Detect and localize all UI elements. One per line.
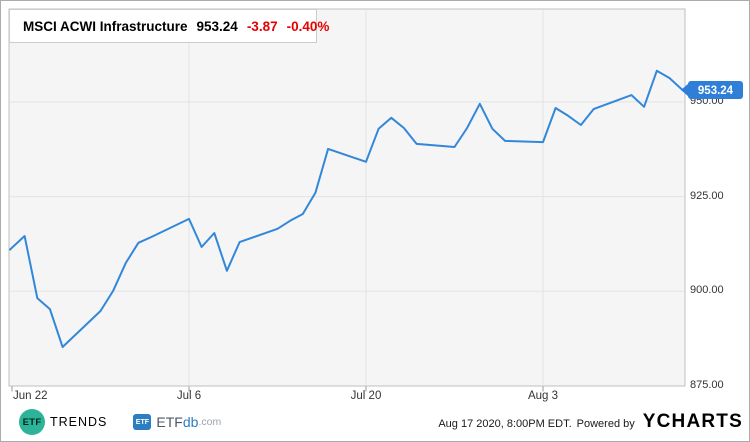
chart-footer: ETF TRENDS ETF ETF db .com Aug 17 2020, 8:… [1,406,749,438]
chart-legend: MSCI ACWI Infrastructure 953.24 -3.87 -0… [9,9,329,43]
ycharts-logo[interactable]: YCHARTS [642,411,743,432]
footer-branding: ETF TRENDS ETF ETF db .com [19,409,221,435]
etfdb-icon-text: ETF [135,418,150,426]
etftrends-circle-text: ETF [22,416,42,428]
plot-area[interactable] [8,8,686,387]
last-price-value: 953.24 [196,18,238,34]
x-axis-label: Jul 20 [350,390,382,402]
price-tag-box [688,81,743,99]
price-change-value: -3.87 [246,18,278,34]
price-tag-value: 953.24 [698,85,734,97]
etftrends-wordmark[interactable]: TRENDS [50,415,108,429]
etfdb-wordmark-db: db [182,414,199,430]
price-change-percent: -0.40% [286,18,330,34]
x-axis-label: Jun 22 [13,390,48,402]
x-axis-label: Jul 6 [176,390,202,402]
etfdb-wordmark-etf: ETF [156,414,183,430]
footer-attribution: Aug 17 2020, 8:00PM EDT. Powered by YCHA… [438,411,743,433]
etftrends-logo-icon[interactable]: ETF [19,409,45,435]
x-axis-label: Aug 3 [527,390,559,402]
price-line-series[interactable] [9,69,684,348]
current-price-tag: 953.24 [681,81,743,99]
y-axis-label: 925.00 [690,189,724,202]
series-name-label: MSCI ACWI Infrastructure [23,18,188,34]
price-tag-arrow-icon [681,83,689,97]
y-axis-label: 875.00 [690,379,724,391]
etfdb-logo[interactable]: ETF ETF db .com [133,414,221,430]
etfdb-logo-icon: ETF [133,414,152,430]
y-axis-label: 900.00 [690,284,724,297]
as-of-timestamp: Aug 17 2020, 8:00PM EDT. [438,418,572,430]
powered-by-label: Powered by [576,418,635,430]
etfdb-wordmark-com: .com [198,416,222,428]
